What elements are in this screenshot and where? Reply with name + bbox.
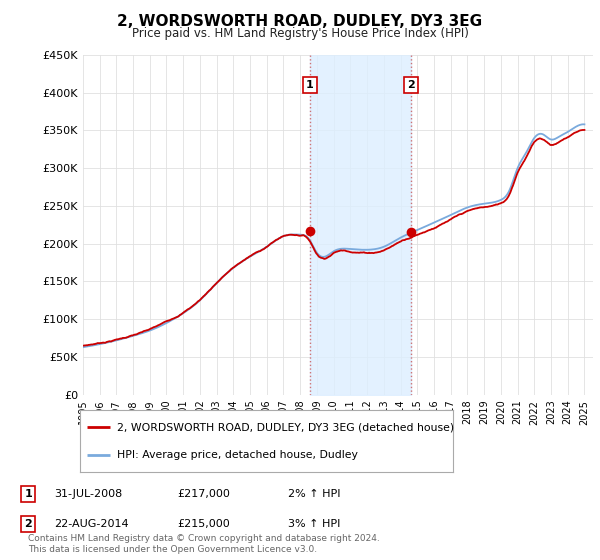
Text: 2% ↑ HPI: 2% ↑ HPI [288,489,341,499]
Text: 2: 2 [25,519,32,529]
Text: 2, WORDSWORTH ROAD, DUDLEY, DY3 3EG: 2, WORDSWORTH ROAD, DUDLEY, DY3 3EG [118,14,482,29]
Text: Contains HM Land Registry data © Crown copyright and database right 2024.
This d: Contains HM Land Registry data © Crown c… [28,534,380,554]
Text: HPI: Average price, detached house, Dudley: HPI: Average price, detached house, Dudl… [117,450,358,460]
Text: 22-AUG-2014: 22-AUG-2014 [54,519,128,529]
Text: 3% ↑ HPI: 3% ↑ HPI [288,519,340,529]
Text: 2, WORDSWORTH ROAD, DUDLEY, DY3 3EG (detached house): 2, WORDSWORTH ROAD, DUDLEY, DY3 3EG (det… [117,422,454,432]
Text: 1: 1 [25,489,32,499]
Text: 1: 1 [306,80,314,90]
Text: Price paid vs. HM Land Registry's House Price Index (HPI): Price paid vs. HM Land Registry's House … [131,27,469,40]
Text: £215,000: £215,000 [177,519,230,529]
Text: 2: 2 [407,80,415,90]
Text: 31-JUL-2008: 31-JUL-2008 [54,489,122,499]
Text: £217,000: £217,000 [177,489,230,499]
